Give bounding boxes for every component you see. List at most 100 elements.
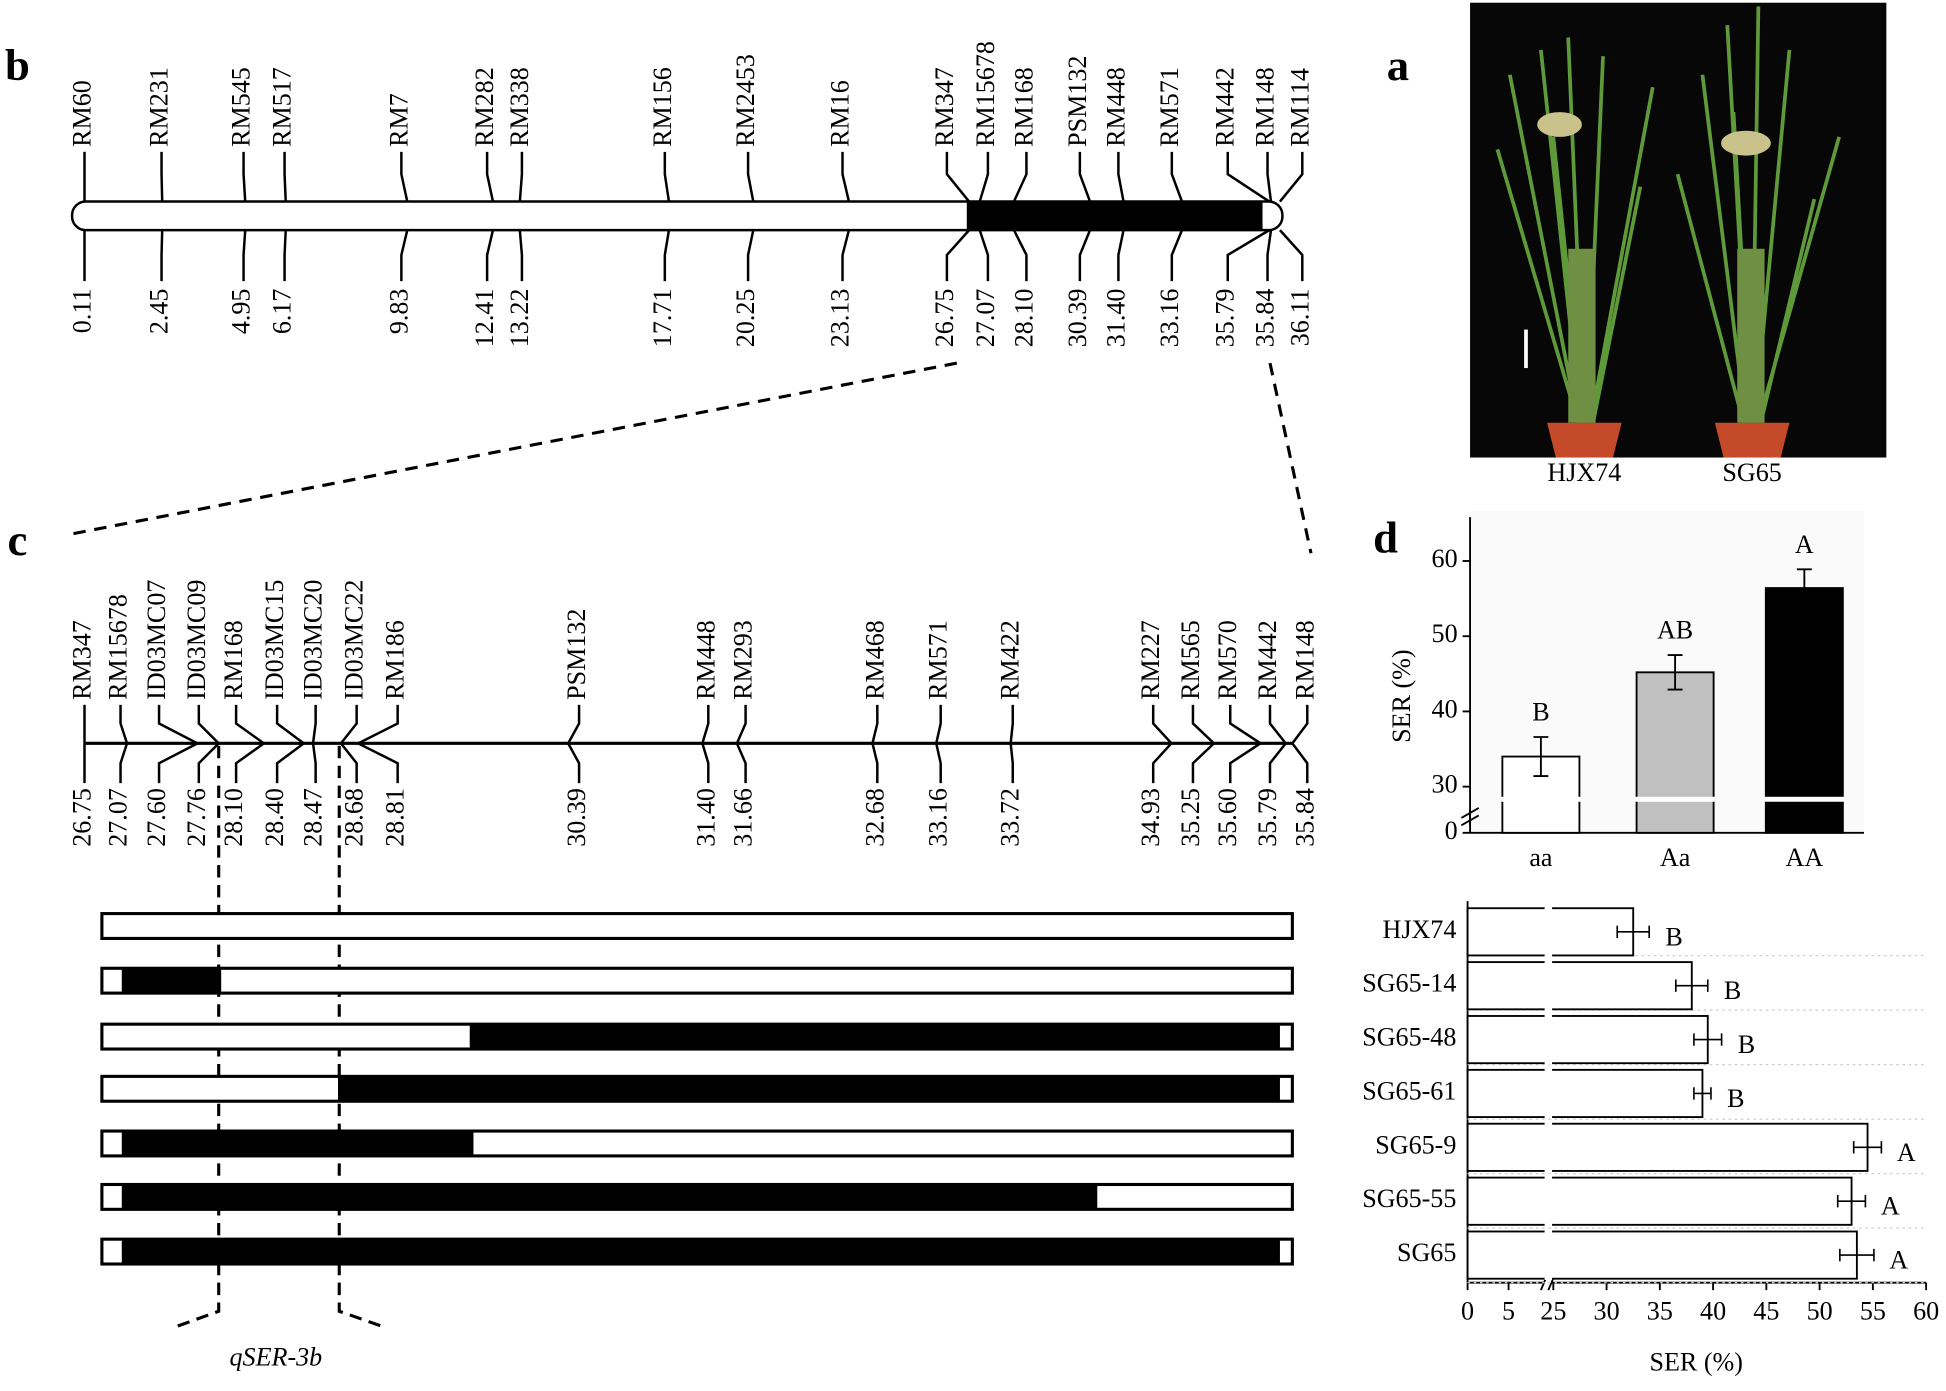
error-bar [1667,654,1683,691]
significance-label: A [1795,530,1814,559]
zoom-lines [68,361,1313,554]
introgression [966,201,1263,231]
marker-connector [1151,704,1173,745]
bar-break [1544,1014,1553,1065]
marker-name: RM347 [67,620,96,700]
marker-name: PSM132 [1063,56,1092,147]
genotype-bar [100,912,1294,940]
marker-name: RM16 [826,80,855,147]
significance-label: A [1881,1192,1900,1221]
marker-name: RM148 [1290,620,1319,700]
significance-label: B [1532,698,1549,727]
marker-connector [945,229,971,282]
marker-position: 34.93 [1136,788,1165,847]
marker-connector [234,704,265,745]
significance-label: B [1724,976,1741,1005]
marker-position: 33.16 [924,788,953,847]
marker-connector [935,704,942,744]
y-tick-label: SG65-14 [1362,969,1456,998]
error-bar [1533,736,1549,778]
error-bar [1852,1141,1883,1154]
significance-label: AB [1657,616,1693,645]
bar-break [1544,1230,1553,1280]
bar [1466,961,1693,1011]
axis-break [1460,807,1480,827]
marker-name: RM565 [1176,620,1205,700]
x-tick-label: 30 [1594,1297,1620,1326]
genotype-segment [338,1076,1280,1102]
marker-position: 0.11 [67,289,96,334]
marker-connector [663,151,671,202]
marker-connector [1009,743,1015,784]
marker-connector [1170,151,1184,202]
marker-connector [1268,742,1287,784]
marker-connector [1170,229,1184,282]
x-tick-label: 60 [1913,1297,1939,1326]
marker-connector [1266,151,1273,202]
marker-position: 26.75 [930,289,959,348]
panel-label: a [1387,40,1409,90]
marker-connector [242,230,247,282]
marker-connector [663,229,671,282]
plant-photo [1470,2,1887,458]
y-tick-label: SG65 [1397,1238,1456,1267]
marker-connector [701,742,710,784]
variety-label: HJX74 [1547,458,1621,487]
marker-connector [518,151,524,202]
x-tick-label: aa [1529,843,1553,872]
marker-connector [400,151,409,202]
marker-connector [339,704,358,745]
marker-name: ID03MC15 [260,580,289,700]
marker-position: 28.68 [340,788,369,847]
marker-name: RM571 [1155,67,1184,147]
marker-name: RM517 [268,67,297,147]
significance-label: B [1665,922,1682,951]
marker-position: 27.07 [971,289,1000,348]
marker-name: RM168 [219,620,248,700]
marker-name: RM468 [860,620,889,700]
marker-connector [871,704,879,744]
y-axis-label: SER (%) [1387,649,1416,742]
marker-connector [157,742,199,784]
marker-position: 28.81 [381,788,410,847]
marker-name: RM545 [227,67,256,147]
x-tick-label: 45 [1753,1297,1779,1326]
bar-break [1764,796,1845,802]
error-bar [1836,1195,1867,1208]
marker-connector [1278,151,1304,203]
marker-position: 28.47 [299,788,328,847]
y-tick-label: SG65-55 [1362,1184,1456,1213]
panel-label: b [5,40,30,90]
marker-connector [1268,704,1287,745]
marker-connector [1226,229,1270,282]
error-bar [1616,925,1650,939]
genotype-bars [100,912,1294,1266]
variety-label: SG65 [1722,458,1781,487]
marker-position: 2.45 [145,289,174,335]
marker-position: 12.41 [470,289,499,348]
x-axis-label: SER (%) [1649,1348,1742,1377]
marker-name: ID03MC09 [182,580,211,700]
bar [1466,1068,1704,1119]
marker-name: RM448 [691,620,720,700]
panel-label: d [1373,512,1398,562]
marker-connector [242,151,247,202]
marker-name: ID03MC20 [299,580,328,700]
marker-connector [1279,229,1304,282]
marker-connector [485,151,495,202]
marker-connector [746,229,755,282]
marker-connector [283,230,287,282]
error-bar [1693,1087,1712,1100]
marker-connector [567,742,581,784]
significance-label: A [1889,1246,1908,1275]
bar [1466,1230,1858,1280]
marker-connector [1266,229,1273,282]
error-bar [1675,979,1709,992]
marker-connector [1078,229,1092,282]
marker-connector [160,230,164,282]
bar [1466,1015,1709,1065]
marker-position: 31.40 [1101,289,1130,348]
marker-position: 27.76 [182,788,211,847]
y-tick-label: 40 [1432,694,1458,723]
marker-position: 28.10 [1009,289,1038,348]
